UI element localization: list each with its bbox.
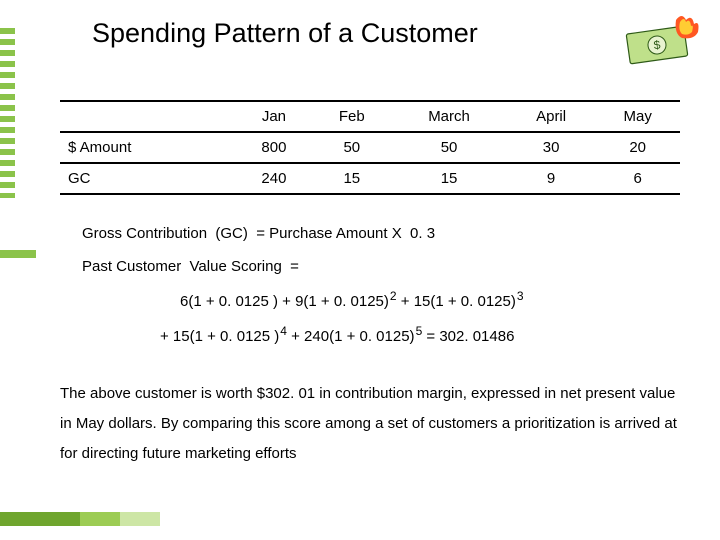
table-row: GC 240 15 15 9 6	[60, 163, 680, 194]
cell: 15	[391, 163, 507, 194]
body-paragraph: The above customer is worth $302. 01 in …	[60, 379, 680, 469]
page-title: Spending Pattern of a Customer	[92, 18, 478, 49]
cell: 9	[507, 163, 595, 194]
term: 6(1 + 0. 0125 ) + 9(1 + 0. 0125)	[180, 293, 389, 310]
decor-stripe-top	[0, 28, 15, 198]
col-header: Jan	[236, 101, 313, 132]
pcv-label: Past Customer Value Scoring =	[82, 250, 680, 283]
cell: 800	[236, 132, 313, 163]
term: + 15(1 + 0. 0125 )	[160, 328, 279, 345]
row-label: GC	[60, 163, 236, 194]
formula-block: Gross Contribution (GC) = Purchase Amoun…	[82, 217, 680, 353]
col-header: March	[391, 101, 507, 132]
pcv-line-2: + 15(1 + 0. 0125 )4 + 240(1 + 0. 0125)5 …	[160, 318, 680, 353]
col-header: Feb	[312, 101, 391, 132]
cell: 6	[595, 163, 680, 194]
decor-stripe-mid	[0, 250, 36, 258]
cell: 50	[312, 132, 391, 163]
cell: 240	[236, 163, 313, 194]
decor-bottom-bar-dark	[0, 512, 80, 526]
burning-money-icon: $	[624, 10, 702, 66]
exponent: 4	[280, 324, 287, 338]
col-header: April	[507, 101, 595, 132]
gc-formula: Gross Contribution (GC) = Purchase Amoun…	[82, 217, 680, 250]
table-header-row: Jan Feb March April May	[60, 101, 680, 132]
table-corner-cell	[60, 101, 236, 132]
content-area: Jan Feb March April May $ Amount 800 50 …	[60, 100, 680, 469]
cell: 15	[312, 163, 391, 194]
term: + 15(1 + 0. 0125)	[397, 293, 516, 310]
cell: 20	[595, 132, 680, 163]
table-row: $ Amount 800 50 50 30 20	[60, 132, 680, 163]
term: + 240(1 + 0. 0125)	[287, 328, 415, 345]
col-header: May	[595, 101, 680, 132]
exponent: 3	[517, 289, 524, 303]
pcv-line-1: 6(1 + 0. 0125 ) + 9(1 + 0. 0125)2 + 15(1…	[180, 283, 680, 318]
cell: 30	[507, 132, 595, 163]
exponent: 2	[390, 289, 397, 303]
term: = 302. 01486	[422, 328, 514, 345]
cell: 50	[391, 132, 507, 163]
spending-table: Jan Feb March April May $ Amount 800 50 …	[60, 100, 680, 195]
row-label: $ Amount	[60, 132, 236, 163]
